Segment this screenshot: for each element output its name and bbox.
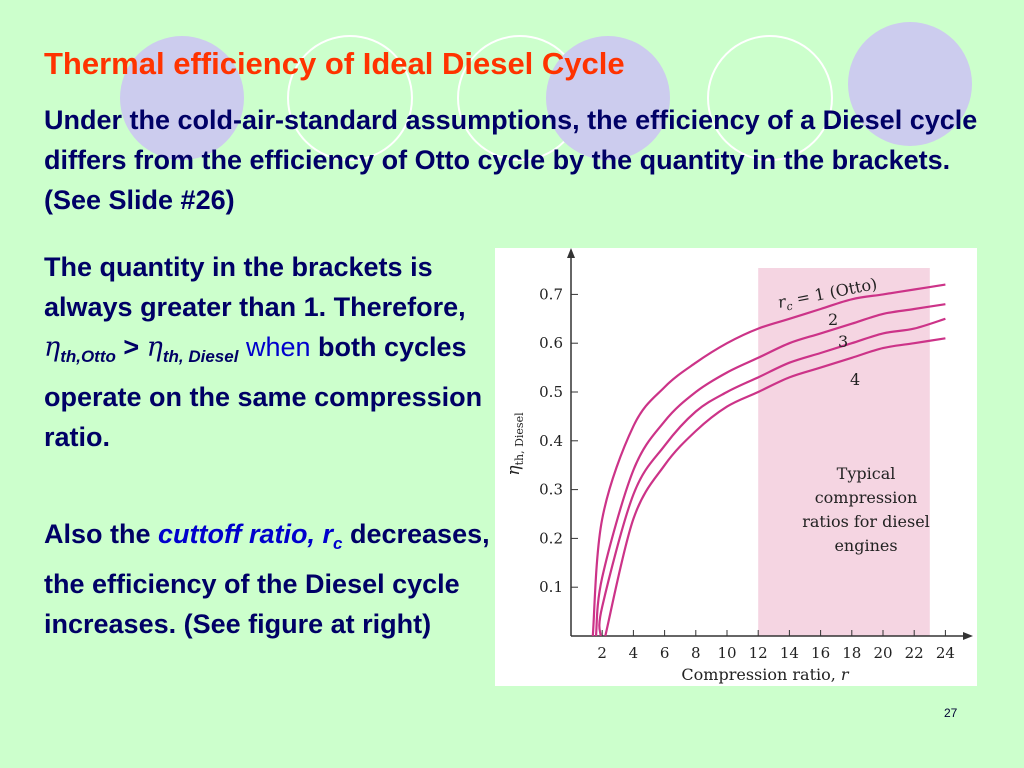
x-tick-label: 8 — [691, 644, 701, 662]
x-axis-label: Compression ratio, r — [681, 665, 850, 684]
eta-symbol-diesel: η — [146, 332, 163, 363]
y-tick-label: 0.1 — [539, 578, 563, 596]
y-axis-label: ηth, Diesel — [504, 412, 526, 476]
typical-range-shade — [758, 268, 930, 636]
intro-paragraph: Under the cold-air-standard assumptions,… — [44, 105, 978, 215]
greater-than: > — [115, 332, 147, 362]
y-tick-label: 0.4 — [539, 432, 563, 450]
series-line-3 — [598, 317, 946, 637]
x-axis-arrow — [963, 632, 973, 640]
slide-title: Thermal efficiency of Ideal Diesel Cycle — [44, 46, 625, 81]
x-tick-label: 20 — [873, 644, 892, 662]
series-label-3: 3 — [838, 332, 848, 351]
y-tick-label: 0.6 — [539, 334, 563, 352]
shade-label-line: ratios for diesel — [802, 512, 930, 531]
when-word: when — [238, 332, 311, 362]
cutoff-text-1: Also the — [44, 519, 159, 549]
y-tick-label: 0.5 — [539, 383, 563, 401]
x-tick-label: 22 — [905, 644, 924, 662]
eta-diesel-subscript: th, Diesel — [162, 347, 239, 366]
brackets-paragraph: The quantity in the brackets is always g… — [44, 247, 494, 457]
efficiency-chart-svg: Typical compression ratios for diesel engin… — [504, 248, 973, 684]
x-tick-label: 14 — [780, 644, 799, 662]
cutoff-ratio-term: cuttoff ratio, r — [158, 519, 334, 549]
brackets-text-2: both cycles operate on the same compress… — [44, 332, 483, 452]
slide-number: 27 — [944, 706, 958, 720]
shade-label-line: compression — [815, 488, 918, 507]
x-tick-label: 16 — [811, 644, 830, 662]
y-tick-label: 0.2 — [539, 529, 563, 547]
brackets-text-1: The quantity in the brackets is always g… — [44, 252, 466, 322]
y-axis-arrow — [567, 248, 575, 258]
eta-symbol-otto: η — [44, 332, 61, 363]
x-tick-label: 24 — [936, 644, 955, 662]
series-line-2 — [594, 303, 946, 637]
y-tick-label: 0.3 — [539, 481, 563, 499]
shade-label-line: engines — [834, 536, 897, 555]
series-label-2: 2 — [828, 310, 838, 329]
shade-label-line: Typical — [837, 464, 896, 483]
efficiency-chart: Typical compression ratios for diesel engin… — [495, 248, 977, 686]
x-tick-label: 10 — [717, 644, 736, 662]
series-label-4: 4 — [850, 370, 860, 389]
cutoff-ratio-subscript: c — [333, 534, 343, 553]
y-tick-label: 0.7 — [539, 285, 563, 303]
x-tick-label: 4 — [629, 644, 639, 662]
cutoff-text-2: decreases, the efficiency of the Diesel … — [44, 519, 490, 639]
x-tick-label: 12 — [749, 644, 768, 662]
x-tick-label: 2 — [597, 644, 607, 662]
cutoff-paragraph: Also the cuttoff ratio, rc decreases, th… — [44, 514, 504, 644]
eta-otto-subscript: th,Otto — [60, 347, 116, 366]
x-tick-label: 18 — [842, 644, 861, 662]
series-line-4 — [604, 337, 946, 637]
series-line-1 — [591, 283, 946, 637]
x-tick-label: 6 — [660, 644, 670, 662]
